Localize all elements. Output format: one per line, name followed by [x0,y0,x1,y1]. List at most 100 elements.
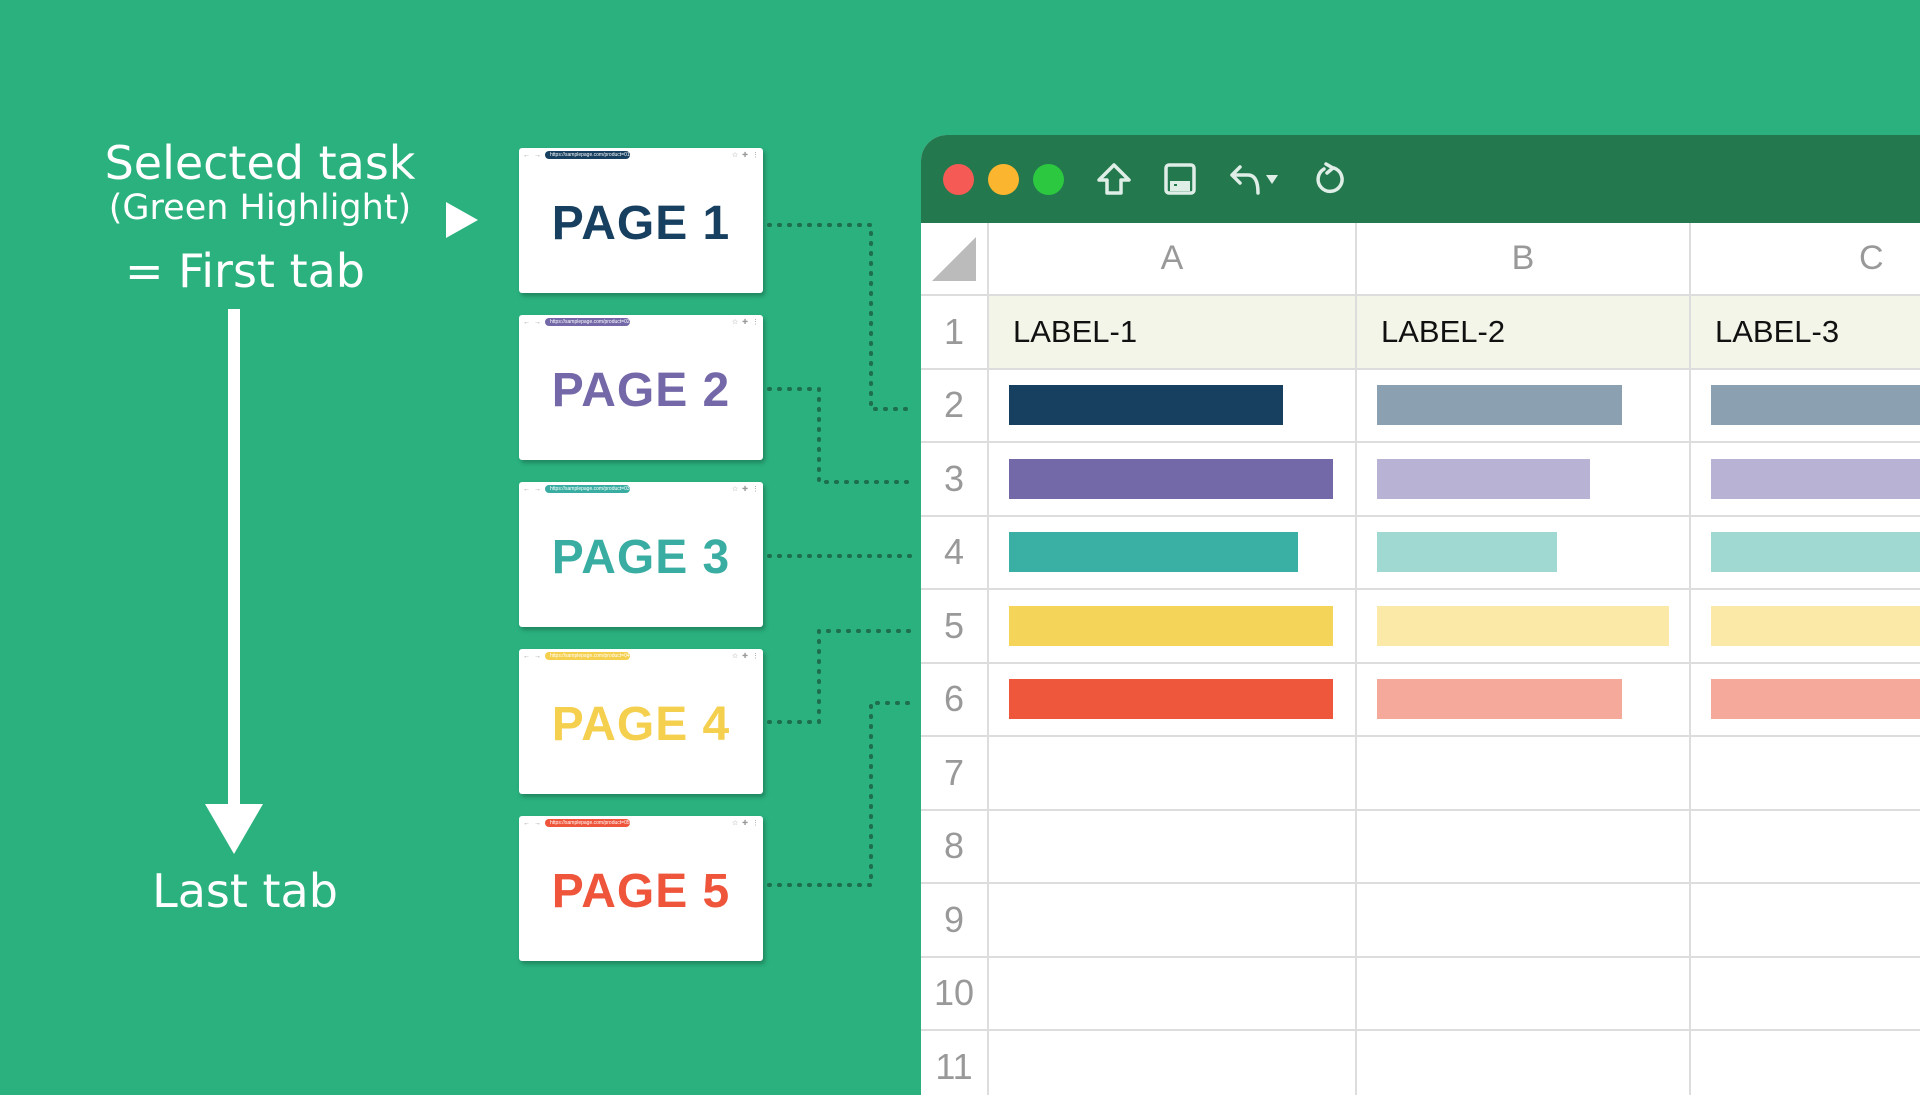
cell[interactable] [1691,517,1920,589]
label-cell[interactable]: LABEL-1 [989,296,1357,368]
extension-icon: ✚ [742,319,748,326]
label-cell[interactable]: LABEL-2 [1357,296,1691,368]
connector-page-4 [767,629,914,724]
page-label: PAGE 2 [551,364,731,417]
row-number[interactable]: 10 [921,957,989,1029]
maximize-button[interactable] [1033,163,1064,195]
page-thumbnail-3[interactable]: ← → https://samplepage.com/product=03 ☆ ✚ ⋮ PA… [519,482,763,627]
extension-icon: ✚ [742,152,748,159]
cell[interactable] [989,369,1357,441]
toolbar [921,135,1920,223]
select-all-corner[interactable] [921,223,989,294]
selected-task-text: Selected task [104,136,416,190]
data-bar [1711,605,1920,646]
page-label: PAGE 5 [551,865,731,918]
star-icon: ☆ [731,486,739,493]
cell[interactable] [1357,369,1691,441]
undo-icon[interactable] [1228,163,1280,195]
data-bar [1009,679,1333,720]
cell[interactable] [989,663,1357,735]
url-bar: https://samplepage.com/product=03 [545,485,630,493]
cell[interactable] [1357,737,1691,809]
row-number[interactable]: 11 [921,1031,989,1095]
cell[interactable] [1691,664,1920,736]
data-bar [1711,385,1920,426]
cell[interactable] [1691,884,1920,956]
cell[interactable] [1691,590,1920,662]
row-number[interactable]: 9 [921,884,989,956]
cell[interactable] [989,810,1357,882]
page-thumbnail-4[interactable]: ← → https://samplepage.com/product=04 ☆ ✚ ⋮ PA… [519,649,763,794]
page-thumbnail-1[interactable]: ← → https://samplepage.com/product=01 ☆ ✚ ⋮ PA… [519,148,763,293]
page-thumbnail-5[interactable]: ← → https://samplepage.com/product=05 ☆ ✚ ⋮ PA… [519,816,763,961]
menu-icon: ⋮ [752,319,759,326]
close-button[interactable] [943,163,974,195]
data-bar [1711,679,1920,720]
back-icon: ← [523,652,530,660]
row-number[interactable]: 1 [921,296,989,368]
browser-bar: ← → https://samplepage.com/product=03 ☆ ✚ ⋮ [519,482,763,496]
cell[interactable] [1691,1031,1920,1095]
selection-pointer-icon [446,202,478,238]
cell[interactable] [989,884,1357,956]
cell[interactable] [1691,443,1920,515]
table-row: 1 LABEL-1 LABEL-2 LABEL-3 [921,296,1920,370]
cell[interactable] [1691,811,1920,883]
forward-icon: → [534,652,541,660]
cell[interactable] [1357,516,1691,588]
cell[interactable] [989,516,1357,588]
cell[interactable] [1357,443,1691,515]
refresh-icon[interactable] [1312,162,1346,196]
row-number[interactable]: 4 [921,516,989,588]
down-arrow-shaft [228,309,240,809]
minimize-button[interactable] [988,163,1019,195]
table-row: 3 [921,443,1920,517]
data-bar [1377,532,1557,573]
row-number[interactable]: 6 [921,663,989,735]
cell[interactable] [989,957,1357,1029]
forward-icon: → [534,151,541,159]
page-thumbnail-2[interactable]: ← → https://samplepage.com/product=02 ☆ ✚ ⋮ PA… [519,315,763,460]
data-bar [1377,458,1590,499]
spreadsheet-window: A B C 1 LABEL-1 LABEL-2 LABEL-3 2 3 4 5 6 7 8 9 10 11 [921,135,1920,1095]
forward-icon: → [534,318,541,326]
column-header-C[interactable]: C [1691,223,1920,294]
table-row: 8 [921,810,1920,884]
save-icon[interactable] [1164,163,1196,195]
home-icon[interactable] [1096,162,1132,196]
cell[interactable] [989,590,1357,662]
row-number[interactable]: 2 [921,369,989,441]
table-row: 5 [921,590,1920,664]
row-number[interactable]: 8 [921,810,989,882]
connector-page-2 [767,387,914,484]
browser-bar: ← → https://samplepage.com/product=04 ☆ ✚ ⋮ [519,649,763,663]
cell[interactable] [989,443,1357,515]
row-number[interactable]: 5 [921,590,989,662]
column-header-B[interactable]: B [1357,223,1691,294]
browser-bar: ← → https://samplepage.com/product=05 ☆ ✚ ⋮ [519,816,763,830]
first-tab-text: = First tab [124,244,366,298]
cell[interactable] [1357,663,1691,735]
cell[interactable] [1357,590,1691,662]
label-cell[interactable]: LABEL-3 [1691,296,1920,368]
cell[interactable] [1357,1031,1691,1095]
star-icon: ☆ [731,152,739,159]
cell[interactable] [989,1031,1357,1095]
menu-icon: ⋮ [752,152,759,159]
cell[interactable] [1357,884,1691,956]
cell[interactable] [1357,957,1691,1029]
cell[interactable] [1691,737,1920,809]
column-header-A[interactable]: A [989,223,1357,294]
connector-page-5 [767,701,914,887]
last-tab-text: Last tab [152,864,338,918]
cell[interactable] [1691,958,1920,1030]
table-row: 11 [921,1031,1920,1095]
cell[interactable] [1691,370,1920,442]
cell[interactable] [989,737,1357,809]
row-number[interactable]: 3 [921,443,989,515]
cell[interactable] [1357,810,1691,882]
url-bar: https://samplepage.com/product=02 [545,318,630,326]
page-label: PAGE 4 [551,698,731,751]
row-number[interactable]: 7 [921,737,989,809]
